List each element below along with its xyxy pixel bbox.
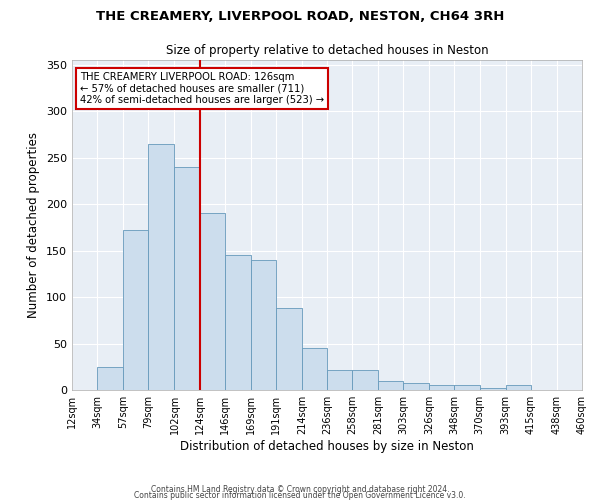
Bar [378,380,403,390]
Bar [479,388,506,390]
Bar [327,370,352,390]
Bar [276,308,302,390]
Bar [97,367,123,390]
Bar [430,386,455,390]
Bar [175,167,199,390]
X-axis label: Distribution of detached houses by size in Neston: Distribution of detached houses by size … [180,440,474,453]
Bar [455,386,479,390]
Text: THE CREAMERY LIVERPOOL ROAD: 126sqm
← 57% of detached houses are smaller (711)
4: THE CREAMERY LIVERPOOL ROAD: 126sqm ← 57… [80,72,324,105]
Bar [352,370,378,390]
Bar [224,255,251,390]
Text: Contains HM Land Registry data © Crown copyright and database right 2024.: Contains HM Land Registry data © Crown c… [151,485,449,494]
Bar [302,348,327,390]
Bar [199,214,224,390]
Bar [123,230,148,390]
Y-axis label: Number of detached properties: Number of detached properties [28,132,40,318]
Text: Contains public sector information licensed under the Open Government Licence v3: Contains public sector information licen… [134,491,466,500]
Text: THE CREAMERY, LIVERPOOL ROAD, NESTON, CH64 3RH: THE CREAMERY, LIVERPOOL ROAD, NESTON, CH… [96,10,504,23]
Bar [148,144,175,390]
Bar [403,382,430,390]
Title: Size of property relative to detached houses in Neston: Size of property relative to detached ho… [166,44,488,58]
Bar [506,386,531,390]
Bar [251,260,276,390]
